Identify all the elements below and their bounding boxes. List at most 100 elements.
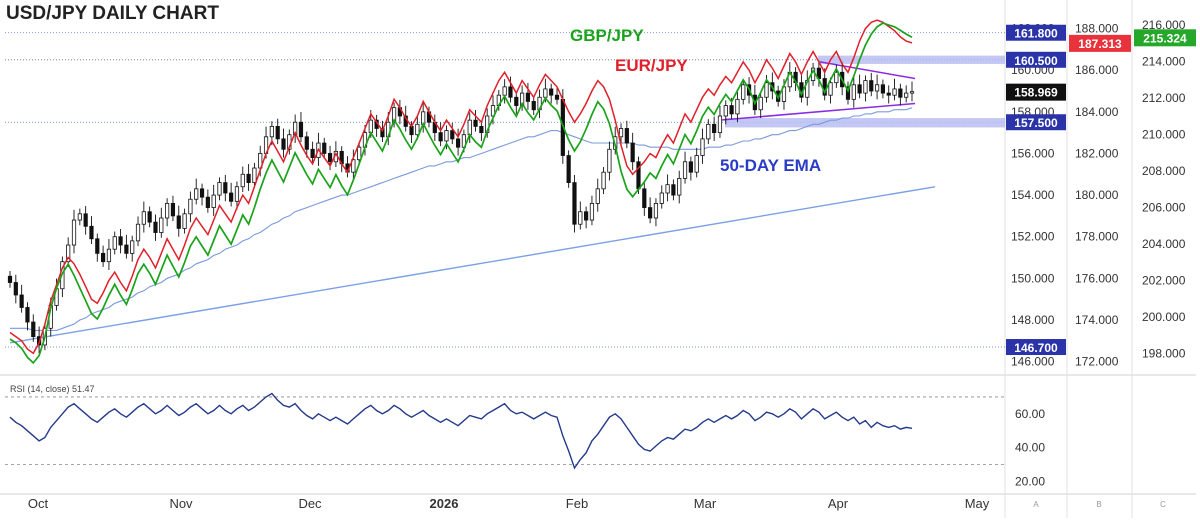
candle-body xyxy=(764,82,769,98)
candle-body xyxy=(677,178,682,196)
usdjpy-candle xyxy=(607,141,612,181)
candle-body xyxy=(834,71,839,84)
eurjpy-tick-label: 184.000 xyxy=(1075,105,1119,119)
candle-body xyxy=(199,188,205,198)
usdjpy-candle xyxy=(578,201,583,230)
usdjpy-candle xyxy=(19,284,24,313)
usdjpy-candle xyxy=(89,216,94,244)
candle-body xyxy=(444,130,449,142)
candle-body xyxy=(7,275,13,283)
usdjpy-candle xyxy=(618,123,624,146)
usdjpy-candle xyxy=(345,156,350,178)
candle-body xyxy=(165,203,170,219)
candle-body xyxy=(211,194,216,208)
candle-body xyxy=(688,161,693,173)
candle-body xyxy=(851,84,856,100)
usdjpy-candle xyxy=(904,85,909,103)
candle-body xyxy=(741,84,746,100)
usdjpy-candle xyxy=(438,122,443,147)
usdjpy-candle xyxy=(682,151,688,184)
support-trendline xyxy=(9,186,936,344)
usdjpy-candle xyxy=(648,197,653,224)
candle-body xyxy=(682,161,688,179)
time-axis-label: Oct xyxy=(28,496,49,511)
usdjpy-candle xyxy=(351,149,356,181)
candle-body xyxy=(327,153,333,163)
candle-body xyxy=(543,88,548,98)
time-axis-label: Nov xyxy=(169,496,193,511)
candle-body xyxy=(229,192,234,202)
candle-body xyxy=(549,88,554,96)
gbpjpy-price-tag: 215.324 xyxy=(1143,31,1187,45)
candle-body xyxy=(83,213,88,227)
gbpjpy-tick-label: 210.000 xyxy=(1142,128,1186,142)
level-tag-box xyxy=(1006,24,1066,41)
candle-body xyxy=(659,192,664,204)
usdjpy-candle xyxy=(589,195,595,226)
resistance-zone xyxy=(818,55,1005,64)
usdjpy-candle xyxy=(101,245,106,267)
candle-body xyxy=(502,86,507,96)
candle-body xyxy=(479,125,484,134)
rsi-tick-label: 40.00 xyxy=(1015,441,1045,455)
usdjpy-candle xyxy=(549,83,554,104)
gbpjpy-tick-label: 206.000 xyxy=(1142,201,1186,215)
usdjpy-candle xyxy=(595,178,600,212)
candle-body xyxy=(601,171,606,190)
usdjpy-candle xyxy=(141,201,146,233)
candle-body xyxy=(13,282,18,296)
candle-body xyxy=(368,119,373,134)
candle-body xyxy=(700,138,705,156)
candle-body xyxy=(665,184,670,194)
usdjpy-candle xyxy=(892,78,897,101)
usdjpy-candle xyxy=(857,74,862,99)
candle-body xyxy=(467,119,472,136)
usdjpy-price-tag: 158.969 xyxy=(1014,86,1058,100)
candle-body xyxy=(863,80,868,94)
candle-body xyxy=(723,105,728,117)
candle-body xyxy=(380,128,385,138)
candle-body xyxy=(101,252,106,263)
candle-body xyxy=(624,128,629,144)
candle-body xyxy=(531,101,536,111)
candle-body xyxy=(118,236,123,246)
usdjpy-candle xyxy=(432,114,437,141)
usdjpy-candle xyxy=(310,141,315,163)
usdjpy-candle xyxy=(642,181,647,216)
usdjpy-candle xyxy=(653,198,659,227)
usdjpy-candle xyxy=(688,156,693,181)
candle-body xyxy=(520,92,525,106)
usdjpy-candle xyxy=(83,206,88,235)
level-tag-label: 146.700 xyxy=(1014,341,1058,355)
candle-body xyxy=(95,238,100,254)
candle-body xyxy=(304,136,309,150)
candle-body xyxy=(112,236,117,250)
time-axis-label: Mar xyxy=(694,496,717,511)
candle-body xyxy=(170,203,176,217)
usdjpy-candle xyxy=(659,185,664,209)
usdjpy-candle xyxy=(211,184,216,216)
usdjpy-candle xyxy=(240,166,245,192)
candle-body xyxy=(281,138,286,150)
ema-annotation: 50-DAY EMA xyxy=(720,156,821,175)
candle-body xyxy=(909,91,915,94)
candle-body xyxy=(642,188,647,208)
usdjpy-candle xyxy=(31,314,36,342)
usdjpy-candle xyxy=(694,147,699,178)
usdjpy-tick-label: 154.000 xyxy=(1011,188,1055,202)
gbpjpy-tick-label: 214.000 xyxy=(1142,54,1186,68)
candle-body xyxy=(205,196,210,208)
usdjpy-candle xyxy=(886,85,891,104)
support-zone xyxy=(725,118,1005,128)
candle-body xyxy=(322,142,327,154)
usdjpy-candle xyxy=(455,128,461,156)
candle-body xyxy=(828,82,833,96)
chart-title: USD/JPY DAILY CHART xyxy=(6,3,219,24)
candle-body xyxy=(874,84,880,92)
usdjpy-candle xyxy=(450,122,455,145)
eurjpy-tick-label: 176.000 xyxy=(1075,271,1119,285)
candle-body xyxy=(246,173,251,183)
candle-body xyxy=(607,148,612,173)
usdjpy-candle xyxy=(677,170,682,204)
